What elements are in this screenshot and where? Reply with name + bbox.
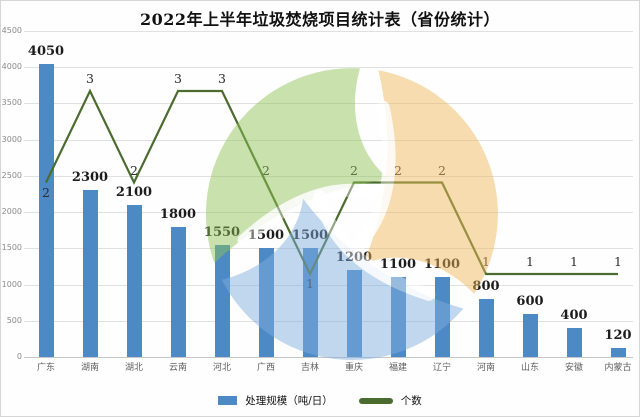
x-axis-label: 重庆 (344, 363, 363, 373)
bar-value-label: 1800 (159, 206, 197, 222)
y-tick-label: 4500 (1, 26, 22, 35)
bar-山东 (522, 313, 538, 357)
x-axis-label: 广东 (36, 363, 55, 373)
bar-value-label: 120 (604, 328, 632, 344)
bar-辽宁 (434, 277, 450, 357)
y-tick-label: 1500 (1, 243, 22, 253)
count-value-label: 2 (394, 162, 402, 178)
y-tick-label: 0 (16, 352, 22, 361)
count-value-label: 3 (86, 71, 94, 86)
x-axis-label: 辽宁 (432, 363, 451, 373)
bar-广西 (258, 248, 274, 357)
bar-内蒙古 (610, 348, 626, 357)
bar-swatch-icon (218, 396, 238, 405)
gridline-1500 (24, 248, 633, 250)
y-tick-label: 3000 (1, 134, 22, 144)
count-value-label: 2 (438, 162, 446, 178)
bar-重庆 (346, 270, 362, 357)
bar-河南 (478, 299, 494, 357)
x-axis-label: 湖南 (80, 363, 99, 373)
x-axis-label: 安徽 (564, 363, 583, 373)
y-tick-label: 2000 (1, 207, 22, 217)
gridline-0 (24, 357, 633, 358)
gridline-4500 (24, 31, 633, 32)
bar-湖南 (82, 190, 98, 357)
x-axis-label: 吉林 (300, 363, 319, 373)
bar-value-label: 600 (516, 293, 544, 309)
x-axis-label: 河北 (212, 363, 231, 373)
count-value-label: 1 (482, 254, 490, 269)
x-axis-label: 内蒙古 (604, 363, 632, 373)
y-tick-label: 500 (6, 315, 22, 325)
gridline-3500 (24, 103, 633, 105)
x-axis-label: 广西 (256, 363, 275, 373)
gridline-1000 (24, 284, 633, 286)
bar-安徽 (566, 328, 582, 357)
x-axis-label: 山东 (520, 363, 539, 373)
bar-福建 (390, 277, 406, 357)
bar-value-label: 400 (560, 308, 588, 324)
bar-value-label: 800 (472, 279, 500, 295)
blue-leaf-icon (221, 190, 464, 360)
count-value-label: 3 (218, 71, 226, 86)
x-axis-label: 云南 (168, 363, 187, 373)
bar-云南 (170, 226, 186, 357)
line-swatch-icon (358, 397, 393, 404)
bar-value-label: 2100 (115, 184, 153, 200)
legend-bar-label: 处理规模（吨/日） (245, 395, 333, 407)
y-tick-label: 2500 (1, 170, 22, 180)
gridline-2000 (24, 212, 633, 214)
count-value-label: 2 (130, 162, 138, 178)
count-value-label: 1 (306, 276, 314, 291)
bar-吉林 (302, 248, 318, 357)
chart-title: 2022年上半年垃圾焚烧项目统计表（省份统计） (139, 10, 501, 29)
gridline-4000 (24, 67, 633, 69)
legend-item-line: 个数 (358, 393, 422, 408)
bar-value-label: 1100 (423, 257, 461, 273)
count-value-label: 1 (570, 254, 578, 269)
bar-广东 (38, 63, 54, 357)
y-tick-label: 3500 (1, 98, 22, 108)
count-value-label: 2 (42, 184, 50, 200)
legend-item-bar: 处理规模（吨/日） (218, 393, 333, 408)
bar-河北 (214, 244, 230, 357)
y-tick-label: 1000 (1, 279, 22, 289)
count-value-label: 3 (174, 71, 182, 86)
legend-line-label: 个数 (400, 395, 422, 407)
gridline-500 (24, 320, 633, 322)
count-value-label: 1 (614, 254, 622, 269)
bar-value-label: 1500 (291, 228, 329, 244)
x-axis-label: 河南 (476, 363, 495, 373)
legend: 处理规模（吨/日） 个数 (1, 393, 639, 408)
y-tick-label: 4000 (1, 62, 22, 72)
count-value-label: 2 (262, 162, 270, 178)
bar-value-label: 2300 (71, 170, 109, 186)
bar-value-label: 4050 (27, 43, 65, 59)
bar-湖北 (126, 204, 142, 357)
count-value-label: 2 (350, 162, 358, 178)
gridline-3000 (24, 139, 633, 141)
x-axis-label: 湖北 (124, 363, 143, 373)
x-axis-label: 福建 (388, 363, 407, 373)
count-value-label: 1 (526, 254, 534, 269)
